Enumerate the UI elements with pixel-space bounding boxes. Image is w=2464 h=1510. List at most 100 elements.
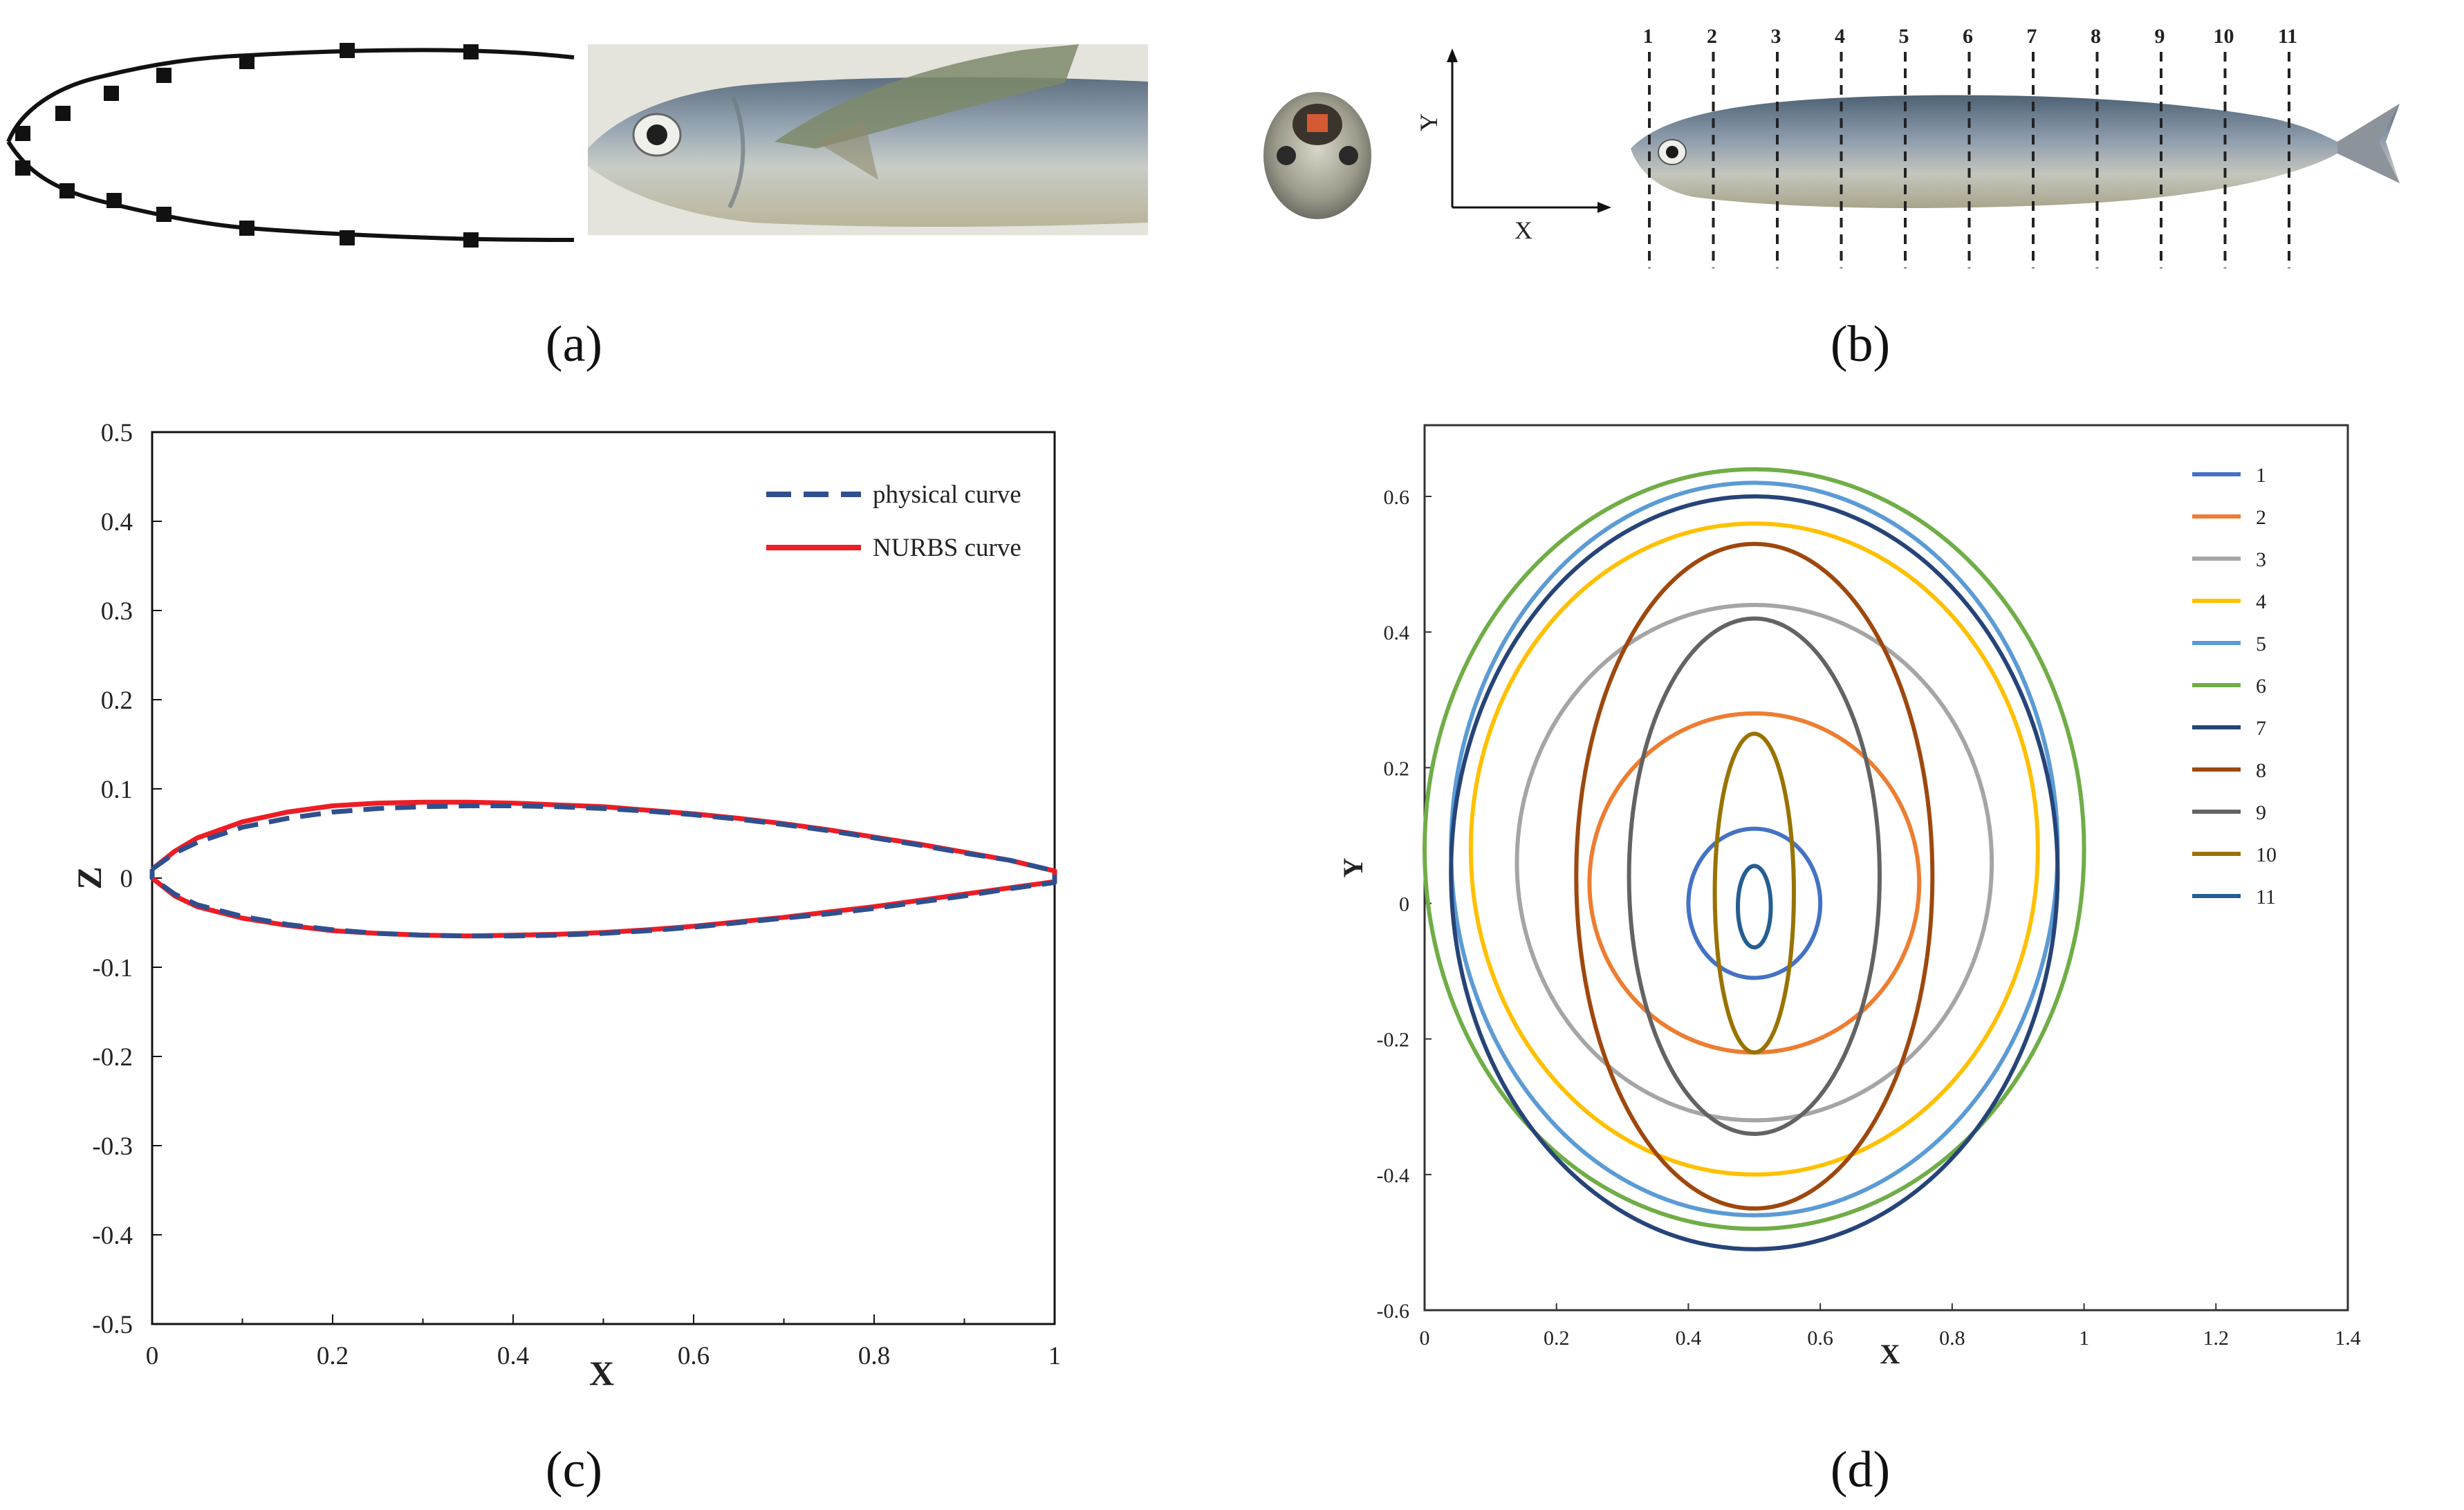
d-xtick-label-0: 0 (1420, 1327, 1430, 1350)
panel-c-label: (c) (546, 1442, 602, 1498)
c-ytick-label-6: -0.1 (92, 954, 133, 982)
c-xtick-label-0: 0 (146, 1342, 159, 1370)
panel-d-label: (d) (1831, 1442, 1890, 1498)
c-xtick-label-2: 0.4 (497, 1342, 529, 1370)
section-curve-8 (1574, 541, 1935, 1211)
legend-label-2: 2 (2256, 506, 2266, 529)
chart-d-series (1423, 467, 2086, 1251)
legend-label-8: 8 (2256, 759, 2266, 782)
c-ytick-label-0: 0.5 (101, 419, 133, 447)
c-ytick-label-2: 0.3 (101, 597, 133, 626)
chart-d-legend: 1 2 3 4 5 6 7 8 9 10 11 (2192, 464, 2277, 908)
section-curve-2 (1587, 711, 1922, 1055)
panel-a: (a) (6, 43, 1148, 373)
outline-lower-curve (6, 140, 575, 242)
c-xtick-label-5: 1 (1048, 1342, 1062, 1370)
d-xtick-label-5: 1 (2079, 1327, 2089, 1350)
axis-y-label: Y (1415, 113, 1443, 131)
d-ytick-label-6: -0.6 (1377, 1300, 1410, 1323)
legend-label-11: 11 (2256, 886, 2276, 908)
legend-label-10: 10 (2256, 843, 2277, 866)
panel-b: Y X 1 2 3 4 5 6 7 8 9 10 11 (b) (1263, 25, 2400, 373)
section-curve-1 (1686, 826, 1823, 980)
nurbs-control-outline (6, 43, 575, 248)
fish-front-view-photo (1263, 92, 1371, 219)
series-nurbs-curve (149, 799, 1057, 939)
section-curve-4 (1468, 521, 2040, 1177)
legend-physical-label: physical curve (873, 481, 1021, 509)
legend-label-9: 9 (2256, 801, 2266, 824)
c-xtick-label-1: 0.2 (317, 1342, 349, 1370)
control-points (15, 43, 479, 248)
chart-c-legend: physical curve NURBS curve (766, 481, 1021, 562)
chart-d-ticks: 0 0.2 0.4 0.6 0.8 1 1.2 1.4 0.6 0.4 0.2 0 -0.2 -0.4 -0… (1377, 486, 2361, 1350)
c-ytick-label-3: 0.2 (101, 687, 133, 715)
legend-nurbs-label: NURBS curve (873, 534, 1021, 562)
d-xtick-label-4: 0.8 (1939, 1327, 1965, 1350)
section-label-9: 9 (2155, 25, 2165, 48)
c-ytick-label-8: -0.3 (92, 1132, 133, 1161)
legend-label-4: 4 (2256, 590, 2266, 613)
legend-label-1: 1 (2256, 464, 2266, 487)
fish-side-photo (1631, 95, 2400, 209)
section-curve-3 (1514, 602, 1994, 1123)
chart-c-ticks: 0 0.2 0.4 0.6 0.8 1 0.5 0.4 0.3 0.2 0.1 0 -0.1 -0.2 -0… (92, 419, 1061, 1370)
d-xtick-label-2: 0.4 (1676, 1327, 1702, 1350)
legend-label-7: 7 (2256, 717, 2266, 740)
section-curve-7 (1449, 494, 2060, 1251)
section-curve-11 (1736, 864, 1773, 950)
d-ytick-label-4: -0.2 (1377, 1029, 1410, 1052)
section-curve-5 (1449, 481, 2060, 1218)
c-ytick-label-9: -0.4 (92, 1222, 133, 1250)
c-ytick-label-7: -0.2 (92, 1043, 133, 1072)
d-ytick-label-5: -0.4 (1377, 1164, 1410, 1187)
chart-c-xlabel: X (589, 1354, 614, 1392)
chart-c-frame (151, 431, 1056, 1325)
section-label-10: 10 (2214, 25, 2234, 48)
section-curve-6 (1423, 467, 2086, 1231)
d-xtick-label-3: 0.6 (1807, 1327, 1833, 1350)
c-ytick-label-5: 0 (120, 865, 133, 893)
c-ytick-label-1: 0.4 (101, 508, 133, 537)
d-ytick-label-0: 0.6 (1384, 486, 1410, 509)
panel-a-label: (a) (546, 316, 602, 373)
section-label-6: 6 (1963, 25, 1973, 48)
section-label-3: 3 (1771, 25, 1781, 48)
legend-label-6: 6 (2256, 675, 2266, 698)
section-label-1: 1 (1643, 25, 1654, 48)
chart-d-ylabel: Y (1337, 857, 1369, 877)
series-physical-curve (149, 803, 1057, 939)
section-label-7: 7 (2027, 25, 2037, 48)
d-xtick-label-7: 1.4 (2335, 1327, 2361, 1350)
section-label-11: 11 (2278, 25, 2297, 48)
xy-axes-indicator: Y X (1415, 48, 1611, 244)
section-label-8: 8 (2091, 25, 2101, 48)
c-xtick-label-4: 0.8 (858, 1342, 890, 1370)
panel-b-label: (b) (1831, 316, 1890, 373)
c-ytick-label-10: -0.5 (92, 1311, 133, 1339)
c-ytick-label-4: 0.1 (101, 776, 133, 804)
section-label-5: 5 (1899, 25, 1909, 48)
d-xtick-label-6: 1.2 (2203, 1327, 2230, 1350)
section-curve-9 (1627, 616, 1882, 1137)
d-ytick-label-2: 0.2 (1384, 757, 1410, 780)
chart-c-ylabel: Z (70, 866, 109, 889)
c-xtick-label-3: 0.6 (678, 1342, 710, 1370)
fish-head-photo (588, 44, 1148, 235)
section-label-4: 4 (1835, 25, 1845, 48)
chart-c-series (149, 799, 1057, 939)
chart-d: 0 0.2 0.4 0.6 0.8 1 1.2 1.4 0.6 0.4 0.2 0 -0.2 -0.4 -0… (1337, 424, 2361, 1498)
d-xtick-label-1: 0.2 (1544, 1327, 1570, 1350)
d-ytick-label-3: 0 (1399, 893, 1409, 916)
section-label-2: 2 (1707, 25, 1717, 48)
legend-label-3: 3 (2256, 548, 2266, 571)
outline-upper-curve (6, 48, 575, 143)
legend-label-5: 5 (2256, 633, 2266, 655)
axis-x-label: X (1514, 216, 1532, 244)
chart-d-xlabel: X (1880, 1339, 1900, 1370)
section-lines: 1 2 3 4 5 6 7 8 9 10 11 (1643, 25, 2297, 268)
chart-c: 0 0.2 0.4 0.6 0.8 1 0.5 0.4 0.3 0.2 0.1 0 -0.1 -0.2 -0… (70, 419, 1061, 1498)
section-curve-10 (1712, 731, 1797, 1055)
